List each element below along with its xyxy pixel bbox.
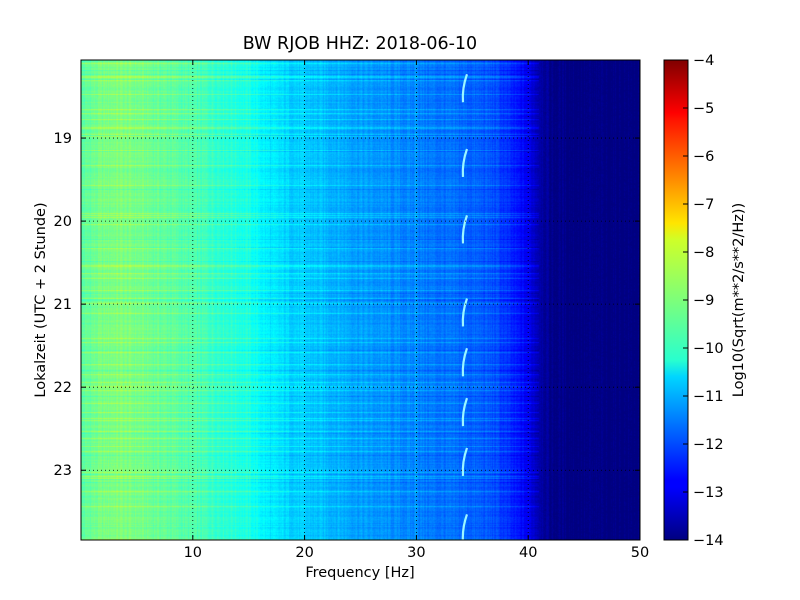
tonal-mark-3 <box>461 298 469 327</box>
colorbar-tick-label-5: −9 <box>693 293 714 309</box>
spectrogram-image <box>81 60 640 540</box>
tonal-mark-4 <box>461 347 469 377</box>
tonal-line-marks <box>461 73 469 540</box>
tonal-mark-7 <box>461 514 469 540</box>
x-axis-label: Frequency [Hz] <box>305 565 414 581</box>
x-axis-ticks: 10 20 30 40 50 <box>184 60 649 561</box>
colorbar-tick-label-4: −8 <box>693 245 714 261</box>
colorbar-tick-label-1: −5 <box>693 101 714 117</box>
y-tick-label-20: 20 <box>54 214 72 230</box>
plot-frame <box>80 59 641 541</box>
x-tick-label-30: 30 <box>407 545 425 561</box>
tonal-mark-6 <box>461 447 469 477</box>
colorbar-tick-label-9: −13 <box>693 485 724 501</box>
y-tick-label-23: 23 <box>54 463 72 479</box>
x-tick-label-50: 50 <box>631 545 649 561</box>
colorbar-tick-label-7: −11 <box>693 389 724 405</box>
tonal-mark-5 <box>461 397 469 427</box>
y-axis-ticks: 19 20 21 22 23 <box>54 131 640 479</box>
x-tick-label-20: 20 <box>295 545 313 561</box>
colorbar-ticks: −4 −5 −6 −7 −8 −9 −10 −11 −12 −13 −14 <box>683 53 724 549</box>
spectrogram-area <box>81 60 640 540</box>
colorbar-tick-label-10: −14 <box>693 533 724 549</box>
y-axis-label: Lokalzeit (UTC + 2 Stunde) <box>33 202 49 397</box>
colorbar-tick-label-0: −4 <box>693 53 714 69</box>
x-tick-label-10: 10 <box>184 545 202 561</box>
y-tick-label-21: 21 <box>54 297 72 313</box>
colorbar-tick-label-6: −10 <box>693 341 724 357</box>
y-tick-label-22: 22 <box>54 380 72 396</box>
tonal-mark-0 <box>461 73 469 103</box>
colorbar-tick-label-3: −7 <box>693 197 714 213</box>
tonal-mark-2 <box>461 215 469 244</box>
colorbar-tick-label-2: −6 <box>693 149 714 165</box>
colorbar-tick-label-8: −12 <box>693 437 724 453</box>
x-tick-label-40: 40 <box>519 545 537 561</box>
colorbar-label: Log10(Sqrt(m**2/s**2/Hz)) <box>731 203 747 397</box>
chart-title: BW RJOB HHZ: 2018-06-10 <box>243 34 477 54</box>
grid-lines <box>81 60 640 540</box>
y-tick-label-19: 19 <box>54 131 72 147</box>
tonal-mark-1 <box>461 148 469 178</box>
